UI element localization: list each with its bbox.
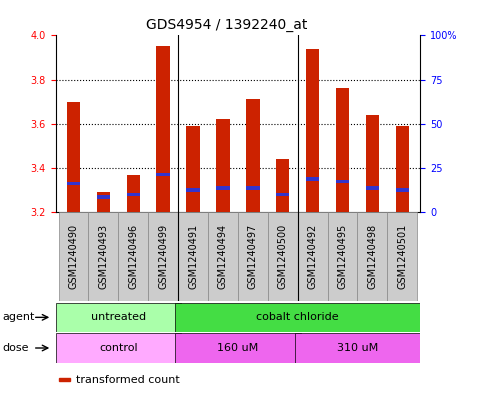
Text: GSM1240501: GSM1240501 <box>398 224 407 289</box>
Bar <box>127 174 140 212</box>
Bar <box>156 46 170 212</box>
Bar <box>67 182 80 185</box>
Bar <box>238 212 268 301</box>
Bar <box>396 188 409 192</box>
Bar <box>327 212 357 301</box>
Bar <box>208 212 238 301</box>
Bar <box>336 180 349 183</box>
Text: agent: agent <box>2 312 35 322</box>
Bar <box>148 212 178 301</box>
Bar <box>216 186 229 190</box>
Text: GSM1240493: GSM1240493 <box>99 224 108 289</box>
Text: cobalt chloride: cobalt chloride <box>256 312 339 322</box>
Text: dose: dose <box>2 343 29 353</box>
Bar <box>118 212 148 301</box>
Bar <box>246 186 259 190</box>
Bar <box>268 212 298 301</box>
Bar <box>59 378 70 381</box>
Text: GSM1240496: GSM1240496 <box>128 224 138 289</box>
Text: GSM1240494: GSM1240494 <box>218 224 228 289</box>
Bar <box>246 99 259 212</box>
Bar <box>175 333 300 363</box>
Text: GSM1240500: GSM1240500 <box>278 224 288 289</box>
Bar <box>366 186 379 190</box>
Bar <box>298 212 327 301</box>
Text: GSM1240499: GSM1240499 <box>158 224 168 289</box>
Text: GSM1240492: GSM1240492 <box>308 224 318 289</box>
Bar <box>56 333 181 363</box>
Text: untreated: untreated <box>91 312 146 322</box>
Text: GSM1240498: GSM1240498 <box>368 224 377 289</box>
Bar <box>186 126 200 212</box>
Bar <box>178 212 208 301</box>
Text: GSM1240491: GSM1240491 <box>188 224 198 289</box>
Bar <box>67 102 80 212</box>
Bar <box>366 115 379 212</box>
Bar <box>97 195 110 198</box>
Bar <box>88 212 118 301</box>
Text: transformed count: transformed count <box>76 375 179 385</box>
Bar <box>306 177 319 181</box>
Bar <box>295 333 420 363</box>
Text: control: control <box>99 343 138 353</box>
Bar <box>175 303 420 332</box>
Text: GSM1240490: GSM1240490 <box>69 224 78 289</box>
Text: GDS4954 / 1392240_at: GDS4954 / 1392240_at <box>146 18 308 32</box>
Bar <box>97 192 110 212</box>
Bar <box>336 88 349 212</box>
Bar <box>276 193 289 196</box>
Bar <box>306 49 319 212</box>
Bar <box>186 188 200 192</box>
Bar <box>216 119 229 212</box>
Bar <box>396 126 409 212</box>
Bar <box>357 212 387 301</box>
Bar <box>156 173 170 176</box>
Bar <box>127 193 140 196</box>
Text: GSM1240495: GSM1240495 <box>338 224 347 289</box>
Bar <box>276 159 289 212</box>
Bar <box>56 303 181 332</box>
Bar <box>387 212 417 301</box>
Text: GSM1240497: GSM1240497 <box>248 224 258 289</box>
Text: 310 uM: 310 uM <box>337 343 378 353</box>
Bar <box>58 212 88 301</box>
Text: 160 uM: 160 uM <box>217 343 258 353</box>
